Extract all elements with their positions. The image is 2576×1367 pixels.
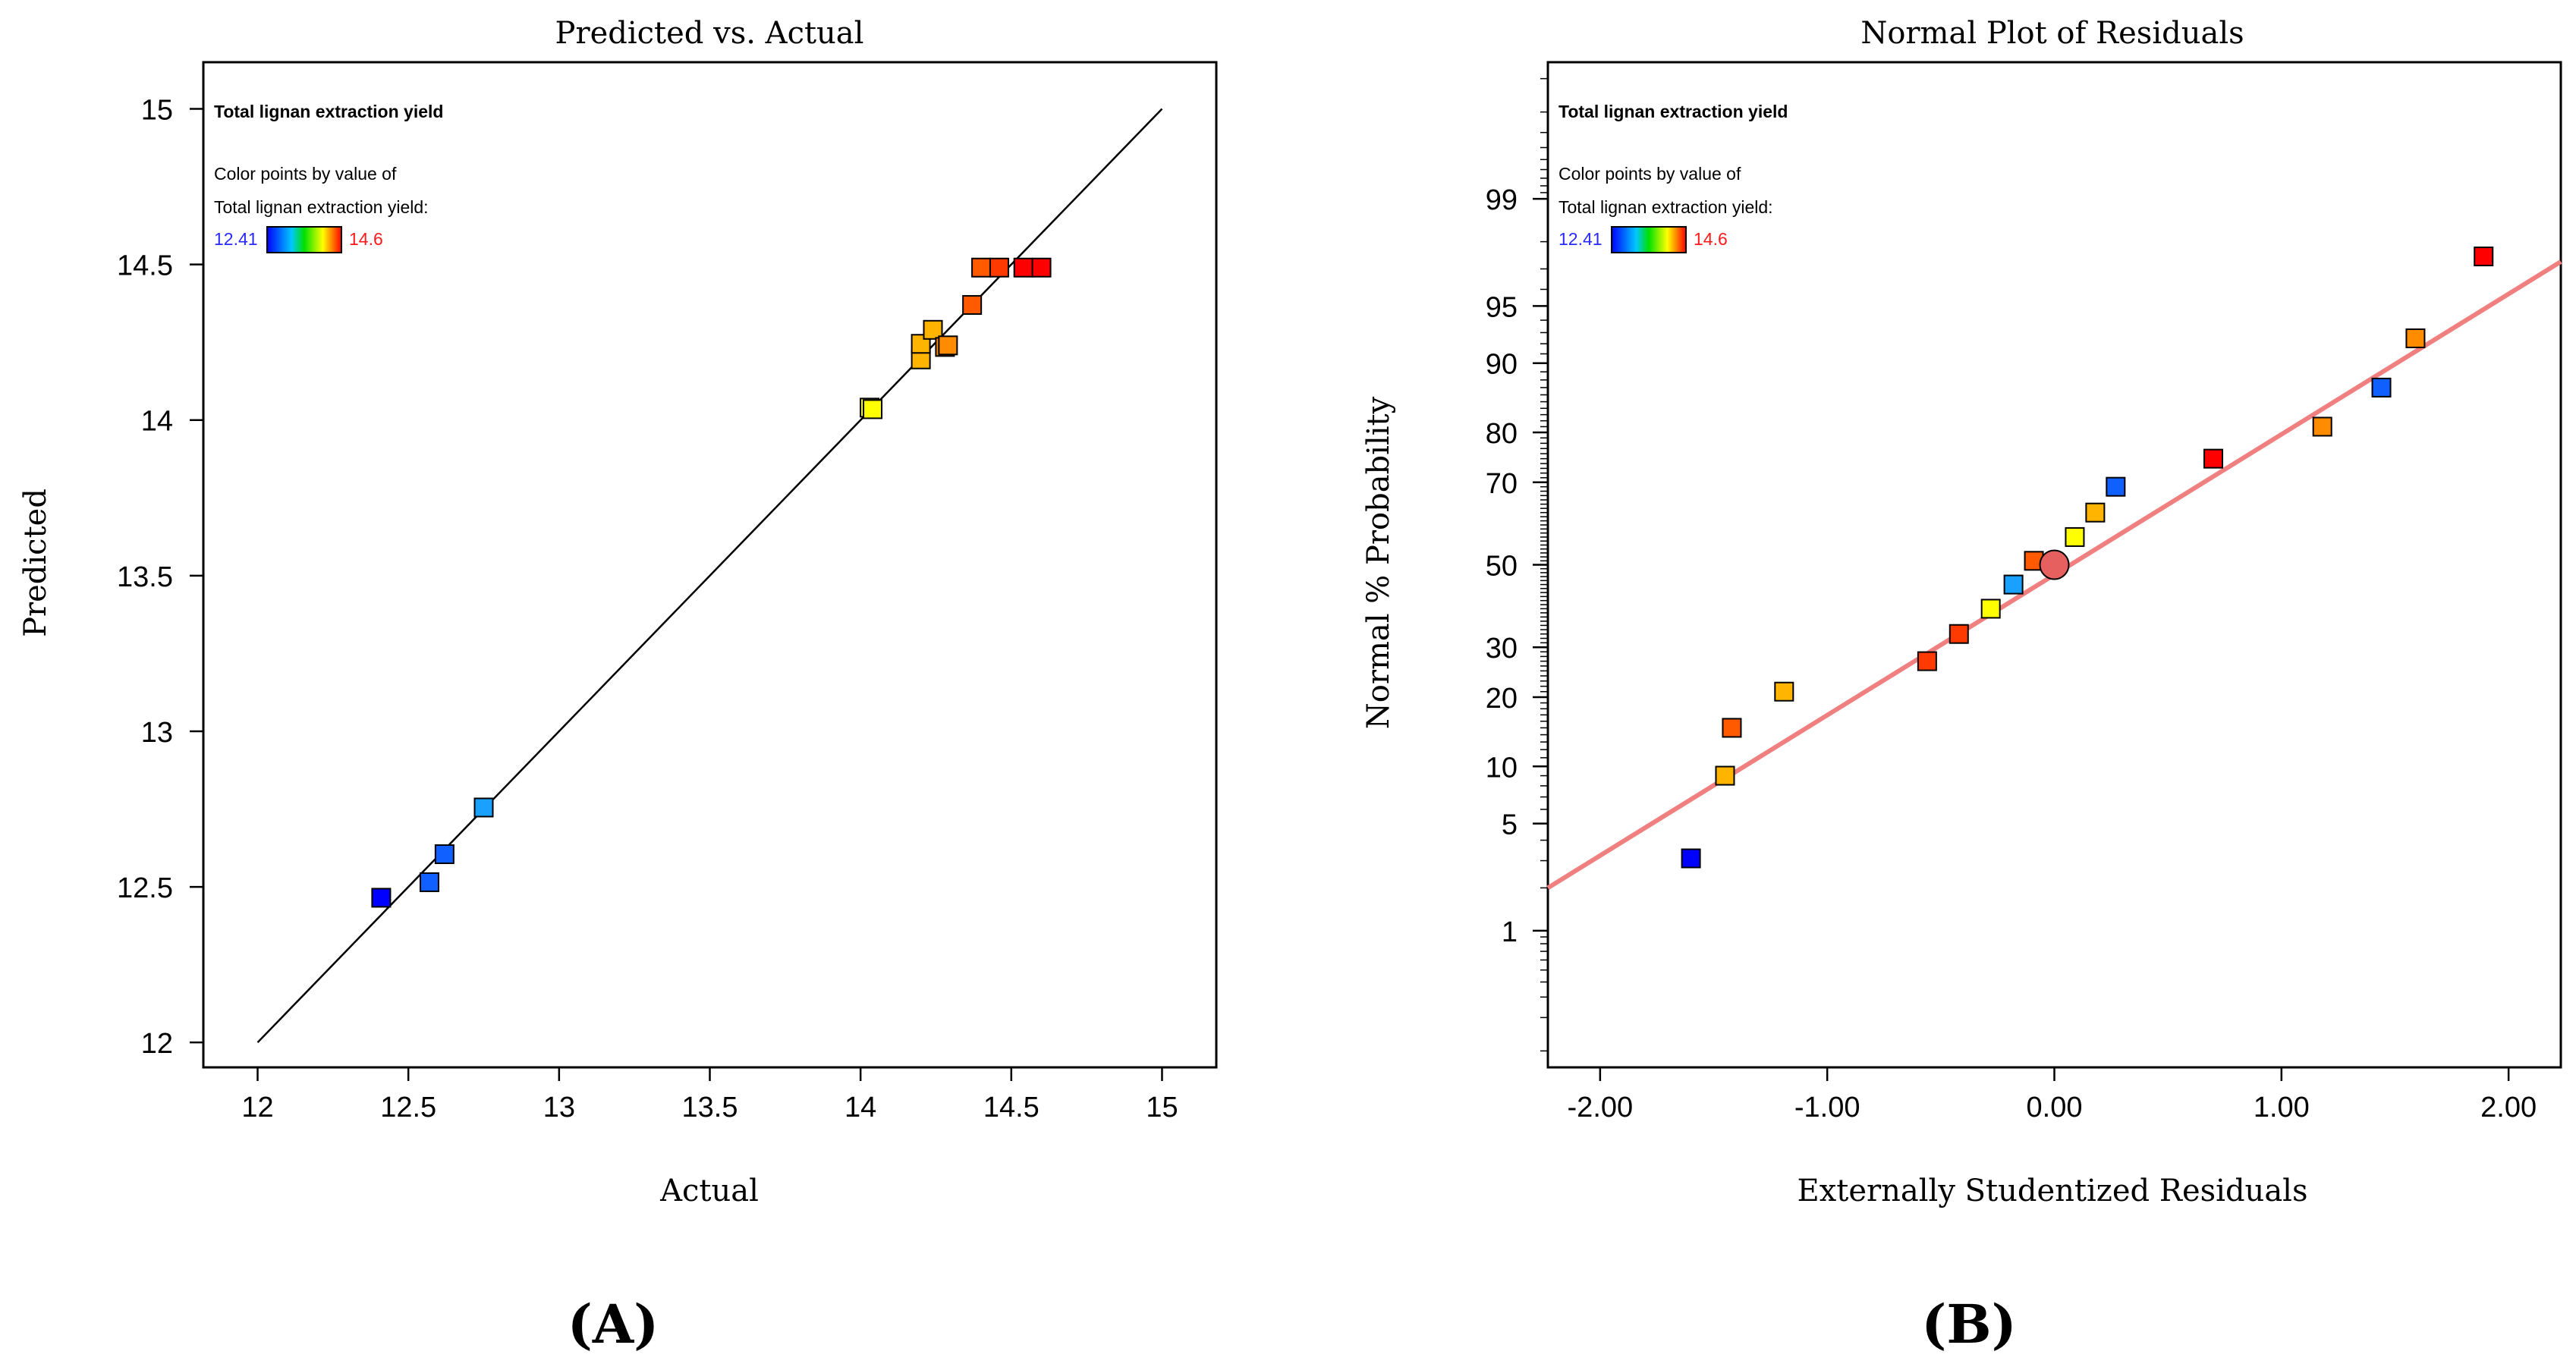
panel-a-y-tick-label: 14.5 xyxy=(117,250,173,282)
legend-colorbar xyxy=(1611,226,1687,253)
panel-a-points xyxy=(371,257,1052,908)
panel-a-reference-line xyxy=(256,108,1163,1044)
panel-a-ticks xyxy=(190,108,1163,1081)
panel-b-center-marker xyxy=(2039,549,2070,580)
panel-b-data-point xyxy=(2065,526,2085,547)
panel-b-x-tick-label: -1.00 xyxy=(1794,1092,1860,1123)
panel-b-y-axis-label: Normal % Probability xyxy=(1361,396,1396,729)
panel-a-data-point xyxy=(434,844,454,865)
panel-b-data-point xyxy=(2203,448,2224,469)
panel-b-y-tick-label: 90 xyxy=(1486,349,1518,381)
panel-a-x-tick-label: 14 xyxy=(845,1092,876,1123)
panel-b-data-point xyxy=(1774,681,1794,702)
legend-color-line2: Total lignan extraction yield: xyxy=(1558,197,1773,217)
panel-a-data-point xyxy=(473,797,494,818)
legend-heading: Total lignan extraction yield xyxy=(1558,102,1788,121)
panel-a-data-point xyxy=(971,257,992,278)
panel-b-data-point xyxy=(1917,651,1937,671)
panel-b-label: (B) xyxy=(1921,1293,2016,1356)
panel-b-data-point xyxy=(1980,599,2001,619)
legend-min-label: 12.41 xyxy=(1558,229,1603,249)
legend-max-label: 14.6 xyxy=(1694,229,1728,249)
panel-b-x-tick-label: 1.00 xyxy=(2254,1092,2310,1123)
panel-b-y-tick-label: 50 xyxy=(1486,551,1518,583)
panel-b-data-point xyxy=(1681,848,1701,869)
panel-a-data-point xyxy=(371,888,392,908)
panel-b-y-tick-label: 20 xyxy=(1486,683,1518,715)
legend-max-label: 14.6 xyxy=(349,229,383,249)
panel-a-data-point xyxy=(1031,257,1052,278)
panel-a-data-point xyxy=(989,257,1009,278)
panel-a-legend: Total lignan extraction yield Color poin… xyxy=(214,102,443,253)
panel-b-tick-labels: -2.00 -1.00 0.00 1.00 2.00 1 5 10 20 30 50 70 80 90 95… xyxy=(1486,184,2537,1123)
panel-b-y-tick-label: 99 xyxy=(1486,184,1518,216)
panel-a-y-tick-label: 14 xyxy=(141,406,173,438)
panel-a-x-tick-label: 13 xyxy=(543,1092,575,1123)
panel-b-data-point xyxy=(2106,476,2126,497)
panel-b-data-point xyxy=(2405,328,2426,348)
panel-b-legend: Total lignan extraction yield Color poin… xyxy=(1558,102,1788,253)
panel-b-y-tick-label: 80 xyxy=(1486,418,1518,450)
panel-b-x-tick-label: -2.00 xyxy=(1568,1092,1634,1123)
panel-a-x-tick-label: 12 xyxy=(241,1092,273,1123)
panel-b-data-point xyxy=(2085,502,2106,523)
panel-b-points xyxy=(1681,247,2494,869)
panel-a-x-axis-label: Actual xyxy=(659,1174,759,1208)
panel-a: Predicted vs. Actual 12 12.5 13 13.5 14 14.5 1… xyxy=(18,16,1218,1356)
panel-b-y-tick-label: 70 xyxy=(1486,468,1518,500)
panel-a-y-axis-label: Predicted xyxy=(18,489,53,637)
panel-b-data-point xyxy=(2371,377,2392,398)
panel-a-y-tick-label: 12.5 xyxy=(117,872,173,904)
panel-b-data-point xyxy=(2474,247,2494,267)
panel-b-y-tick-label: 95 xyxy=(1486,291,1518,323)
panel-a-data-point xyxy=(1013,257,1033,278)
legend-color-line2: Total lignan extraction yield: xyxy=(214,197,429,217)
panel-a-x-tick-label: 15 xyxy=(1146,1092,1178,1123)
panel-b-data-point xyxy=(2312,416,2332,437)
panel-b-x-tick-label: 0.00 xyxy=(2027,1092,2083,1123)
panel-b: Normal Plot of Residuals -2.00 -1.00 0.00 1… xyxy=(1361,16,2562,1356)
panel-a-data-point xyxy=(962,294,983,315)
legend-color-line1: Color points by value of xyxy=(1558,164,1741,184)
legend-min-label: 12.41 xyxy=(214,229,258,249)
panel-a-data-point xyxy=(419,872,439,892)
panel-a-y-tick-label: 15 xyxy=(141,95,173,127)
panel-b-data-point xyxy=(1949,624,1969,644)
panel-b-title: Normal Plot of Residuals xyxy=(1860,16,2244,51)
panel-b-x-tick-label: 2.00 xyxy=(2480,1092,2537,1123)
legend-heading: Total lignan extraction yield xyxy=(214,102,443,121)
panel-a-x-tick-label: 12.5 xyxy=(380,1092,436,1123)
panel-a-data-point xyxy=(938,335,958,356)
panel-b-data-point xyxy=(2003,574,2024,595)
panel-b-y-tick-label: 1 xyxy=(1502,916,1518,948)
panel-b-y-tick-label: 10 xyxy=(1486,752,1518,784)
legend-color-line1: Color points by value of xyxy=(214,164,397,184)
panel-b-ticks xyxy=(1533,77,2510,1081)
legend-colorbar xyxy=(266,226,342,253)
panel-b-data-point xyxy=(1715,765,1735,786)
panel-a-label: (A) xyxy=(568,1293,659,1356)
panel-a-tick-labels: 12 12.5 13 13.5 14 14.5 15 12 12.5 13 13.5 14 14.5 15 xyxy=(117,95,1178,1123)
panel-a-y-tick-label: 13.5 xyxy=(117,561,173,593)
panel-a-data-point xyxy=(863,399,883,420)
panel-b-data-point xyxy=(1722,718,1742,738)
panel-a-y-tick-label: 13 xyxy=(141,717,173,749)
panel-a-x-tick-label: 13.5 xyxy=(682,1092,738,1123)
panel-b-y-tick-label: 30 xyxy=(1486,633,1518,665)
panel-a-x-tick-label: 14.5 xyxy=(983,1092,1040,1123)
panel-a-y-tick-label: 12 xyxy=(141,1028,173,1060)
panel-b-y-tick-label: 5 xyxy=(1502,809,1518,841)
panel-a-title: Predicted vs. Actual xyxy=(555,16,864,51)
panel-b-x-axis-label: Externally Studentized Residuals xyxy=(1798,1174,2308,1208)
